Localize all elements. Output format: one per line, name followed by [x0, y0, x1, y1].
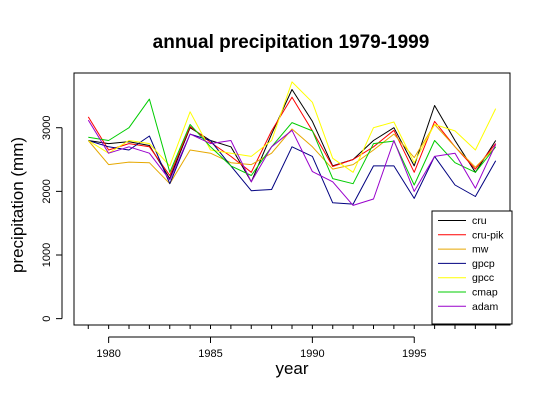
x-tick-label: 1990	[300, 348, 324, 360]
legend-label-mw: mw	[472, 244, 489, 256]
legend-label-gpcp: gpcp	[472, 258, 495, 270]
x-tick-label: 1995	[402, 348, 426, 360]
x-tick-label: 1980	[96, 348, 120, 360]
legend-box	[431, 210, 513, 325]
series-layer	[87, 81, 497, 206]
legend-label-adam: adam	[472, 301, 499, 313]
y-tick-label: 3000	[41, 115, 53, 139]
series-line-cmap	[88, 98, 497, 186]
legend-label-cmap: cmap	[472, 287, 498, 299]
axes: 1980 1985 1990 1995 0 1000 2000 3000	[41, 115, 497, 360]
legend-label-gpcc: gpcc	[472, 272, 494, 284]
legend: cru cru-pik mw gpcp gpcc cmap adam	[431, 210, 513, 325]
legend-label-cru: cru	[472, 215, 487, 227]
series-line-mw	[87, 124, 497, 185]
x-tick-label: 1985	[198, 348, 222, 360]
y-tick-label: 0	[41, 316, 53, 322]
y-tick-label: 2000	[41, 179, 53, 203]
x-axis-label: year	[275, 359, 308, 378]
legend-label-cru-pik: cru-pik	[472, 229, 504, 241]
series-line-adam	[87, 119, 497, 206]
y-axis-label: precipitation (mm)	[8, 137, 27, 273]
chart-title: annual precipitation 1979-1999	[153, 32, 430, 53]
y-tick-label: 1000	[41, 243, 53, 267]
series-line-gpcc	[88, 81, 497, 173]
series-line-gpcp	[88, 133, 497, 205]
series-line-cru-pik	[87, 96, 497, 176]
